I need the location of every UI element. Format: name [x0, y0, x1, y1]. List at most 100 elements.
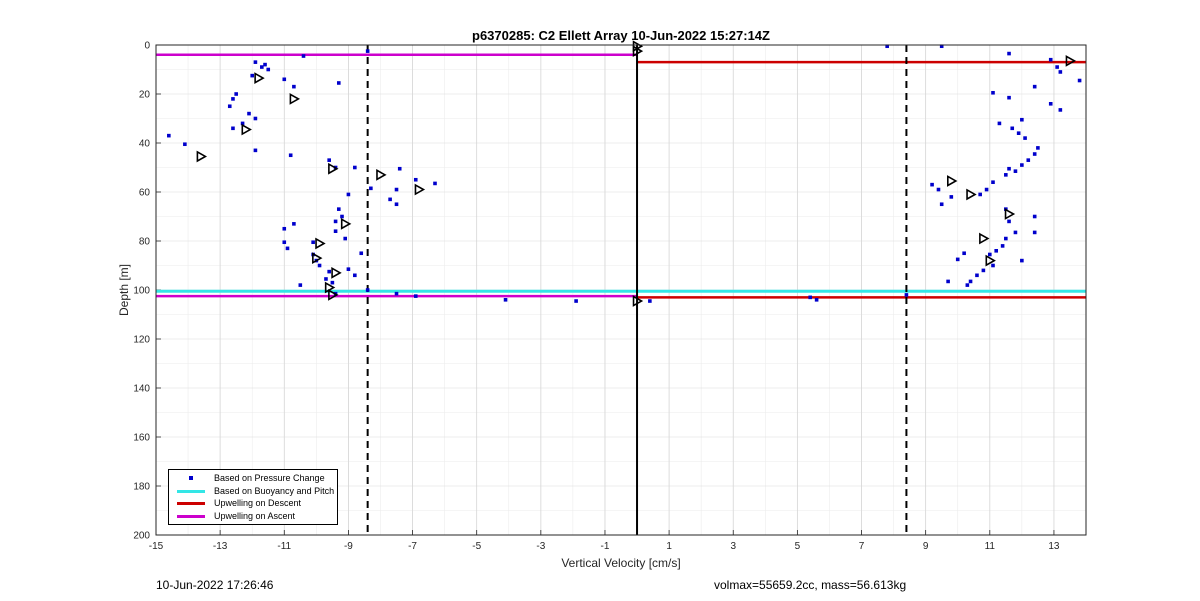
x-tick-label: 13 [1048, 541, 1060, 552]
pressure-point [1058, 70, 1063, 74]
plot-border [155, 44, 1087, 536]
pressure-point [183, 142, 187, 147]
buoyancy-marker [1004, 208, 1016, 220]
x-axis-label: Vertical Velocity [cm/s] [561, 556, 680, 570]
pressure-point [955, 257, 960, 262]
pressure-point [968, 279, 973, 284]
pressure-point [324, 277, 328, 281]
pressure-point [991, 263, 995, 268]
pressure-point [946, 279, 950, 284]
y-tick-label: 80 [139, 237, 151, 248]
pressure-point [292, 222, 296, 226]
pressure-point [1036, 146, 1040, 150]
pressure-point [962, 251, 966, 256]
pressure-point [231, 97, 235, 101]
pressure-point [1007, 95, 1011, 100]
pressure-point [394, 291, 399, 296]
pressure-point [984, 187, 989, 192]
pressure-point [1007, 219, 1011, 224]
pressure-point [288, 153, 293, 158]
legend-swatch-mark [189, 476, 193, 481]
legend-swatch [173, 473, 209, 483]
pressure-point [994, 249, 999, 253]
buoyancy-marker [340, 217, 352, 230]
pressure-point [327, 158, 331, 162]
x-tick-label: -13 [213, 541, 228, 552]
pressure-point [298, 283, 303, 287]
pressure-point [1016, 131, 1021, 135]
pressure-point [282, 226, 287, 231]
legend-item: Based on Buoyancy and Pitch [169, 485, 337, 498]
pressure-point [930, 182, 934, 187]
buoyancy-marker [289, 93, 301, 105]
pressure-point [234, 92, 238, 96]
pressure-point [317, 263, 322, 268]
buoyancy-marker [328, 289, 339, 301]
buoyancy-marker [328, 162, 339, 175]
buoyancy-markers [196, 40, 1077, 307]
footer-volmax-mass: volmax=55659.2cc, mass=56.613kg [714, 578, 907, 592]
x-tick-label: -1 [601, 541, 610, 552]
x-tick-label: 11 [985, 541, 996, 552]
pressure-point [365, 288, 370, 292]
y-tick-label: 180 [133, 482, 150, 493]
buoyancy-marker [254, 72, 265, 84]
pressure-point [346, 267, 351, 271]
pressure-point [997, 121, 1002, 126]
pressure-point [253, 60, 258, 64]
pressure-point [333, 229, 338, 233]
x-tick-label: 7 [859, 541, 865, 552]
legend-item: Based on Pressure Change [169, 472, 337, 485]
pressure-point [1020, 163, 1024, 167]
buoyancy-marker [985, 254, 996, 267]
buoyancy-marker [632, 45, 644, 57]
legend-label: Upwelling on Ascent [214, 510, 296, 521]
pressure-point [353, 273, 357, 278]
pressure-point [814, 298, 819, 302]
pressure-point [301, 54, 306, 58]
pressure-point [1032, 230, 1037, 235]
pressure-point [330, 280, 335, 285]
y-tick-label: 20 [139, 90, 151, 101]
x-tick-label: -11 [277, 541, 291, 552]
pressure-point [1048, 57, 1053, 62]
pressure-point [388, 197, 392, 202]
pressure-point [311, 240, 315, 245]
pressure-point [1026, 158, 1031, 162]
pressure-point [253, 116, 258, 121]
y-tick-label: 160 [133, 433, 150, 444]
pressure-point [1058, 108, 1063, 112]
footer-timestamp: 10-Jun-2022 17:26:46 [156, 578, 274, 592]
pressure-point [260, 65, 264, 69]
pressure-point [253, 148, 258, 153]
pressure-point [1007, 166, 1011, 171]
pressure-point [250, 73, 255, 78]
y-tick-label: 200 [133, 531, 150, 542]
legend-swatch-mark [177, 489, 205, 493]
pressure-point [1010, 126, 1015, 131]
pressure-point [433, 181, 437, 186]
legend: Based on Pressure Change Based on Buoyanc… [168, 469, 338, 525]
pressure-point [1077, 78, 1082, 83]
pressure-point [327, 269, 331, 274]
pressure-point [1013, 169, 1018, 173]
pressure-point [975, 273, 979, 278]
pressure-point [1004, 173, 1008, 177]
pressure-point [369, 186, 373, 191]
pressure-point [340, 214, 344, 219]
x-tick-label: 5 [795, 541, 801, 552]
pressure-point [336, 81, 341, 85]
pressure-point [991, 180, 995, 184]
pressure-point [285, 246, 290, 251]
buoyancy-marker [632, 295, 644, 307]
legend-label: Based on Pressure Change [214, 473, 325, 484]
legend-item: Upwelling on Descent [169, 497, 337, 510]
pressure-point [413, 294, 418, 298]
pressure-point [292, 84, 296, 89]
pressure-point [333, 219, 338, 224]
pressure-point [1055, 65, 1059, 69]
pressure-point [987, 252, 992, 257]
y-tick-label: 140 [133, 384, 150, 395]
legend-item: Upwelling on Ascent [169, 510, 337, 523]
y-tick-label: 40 [139, 139, 151, 150]
